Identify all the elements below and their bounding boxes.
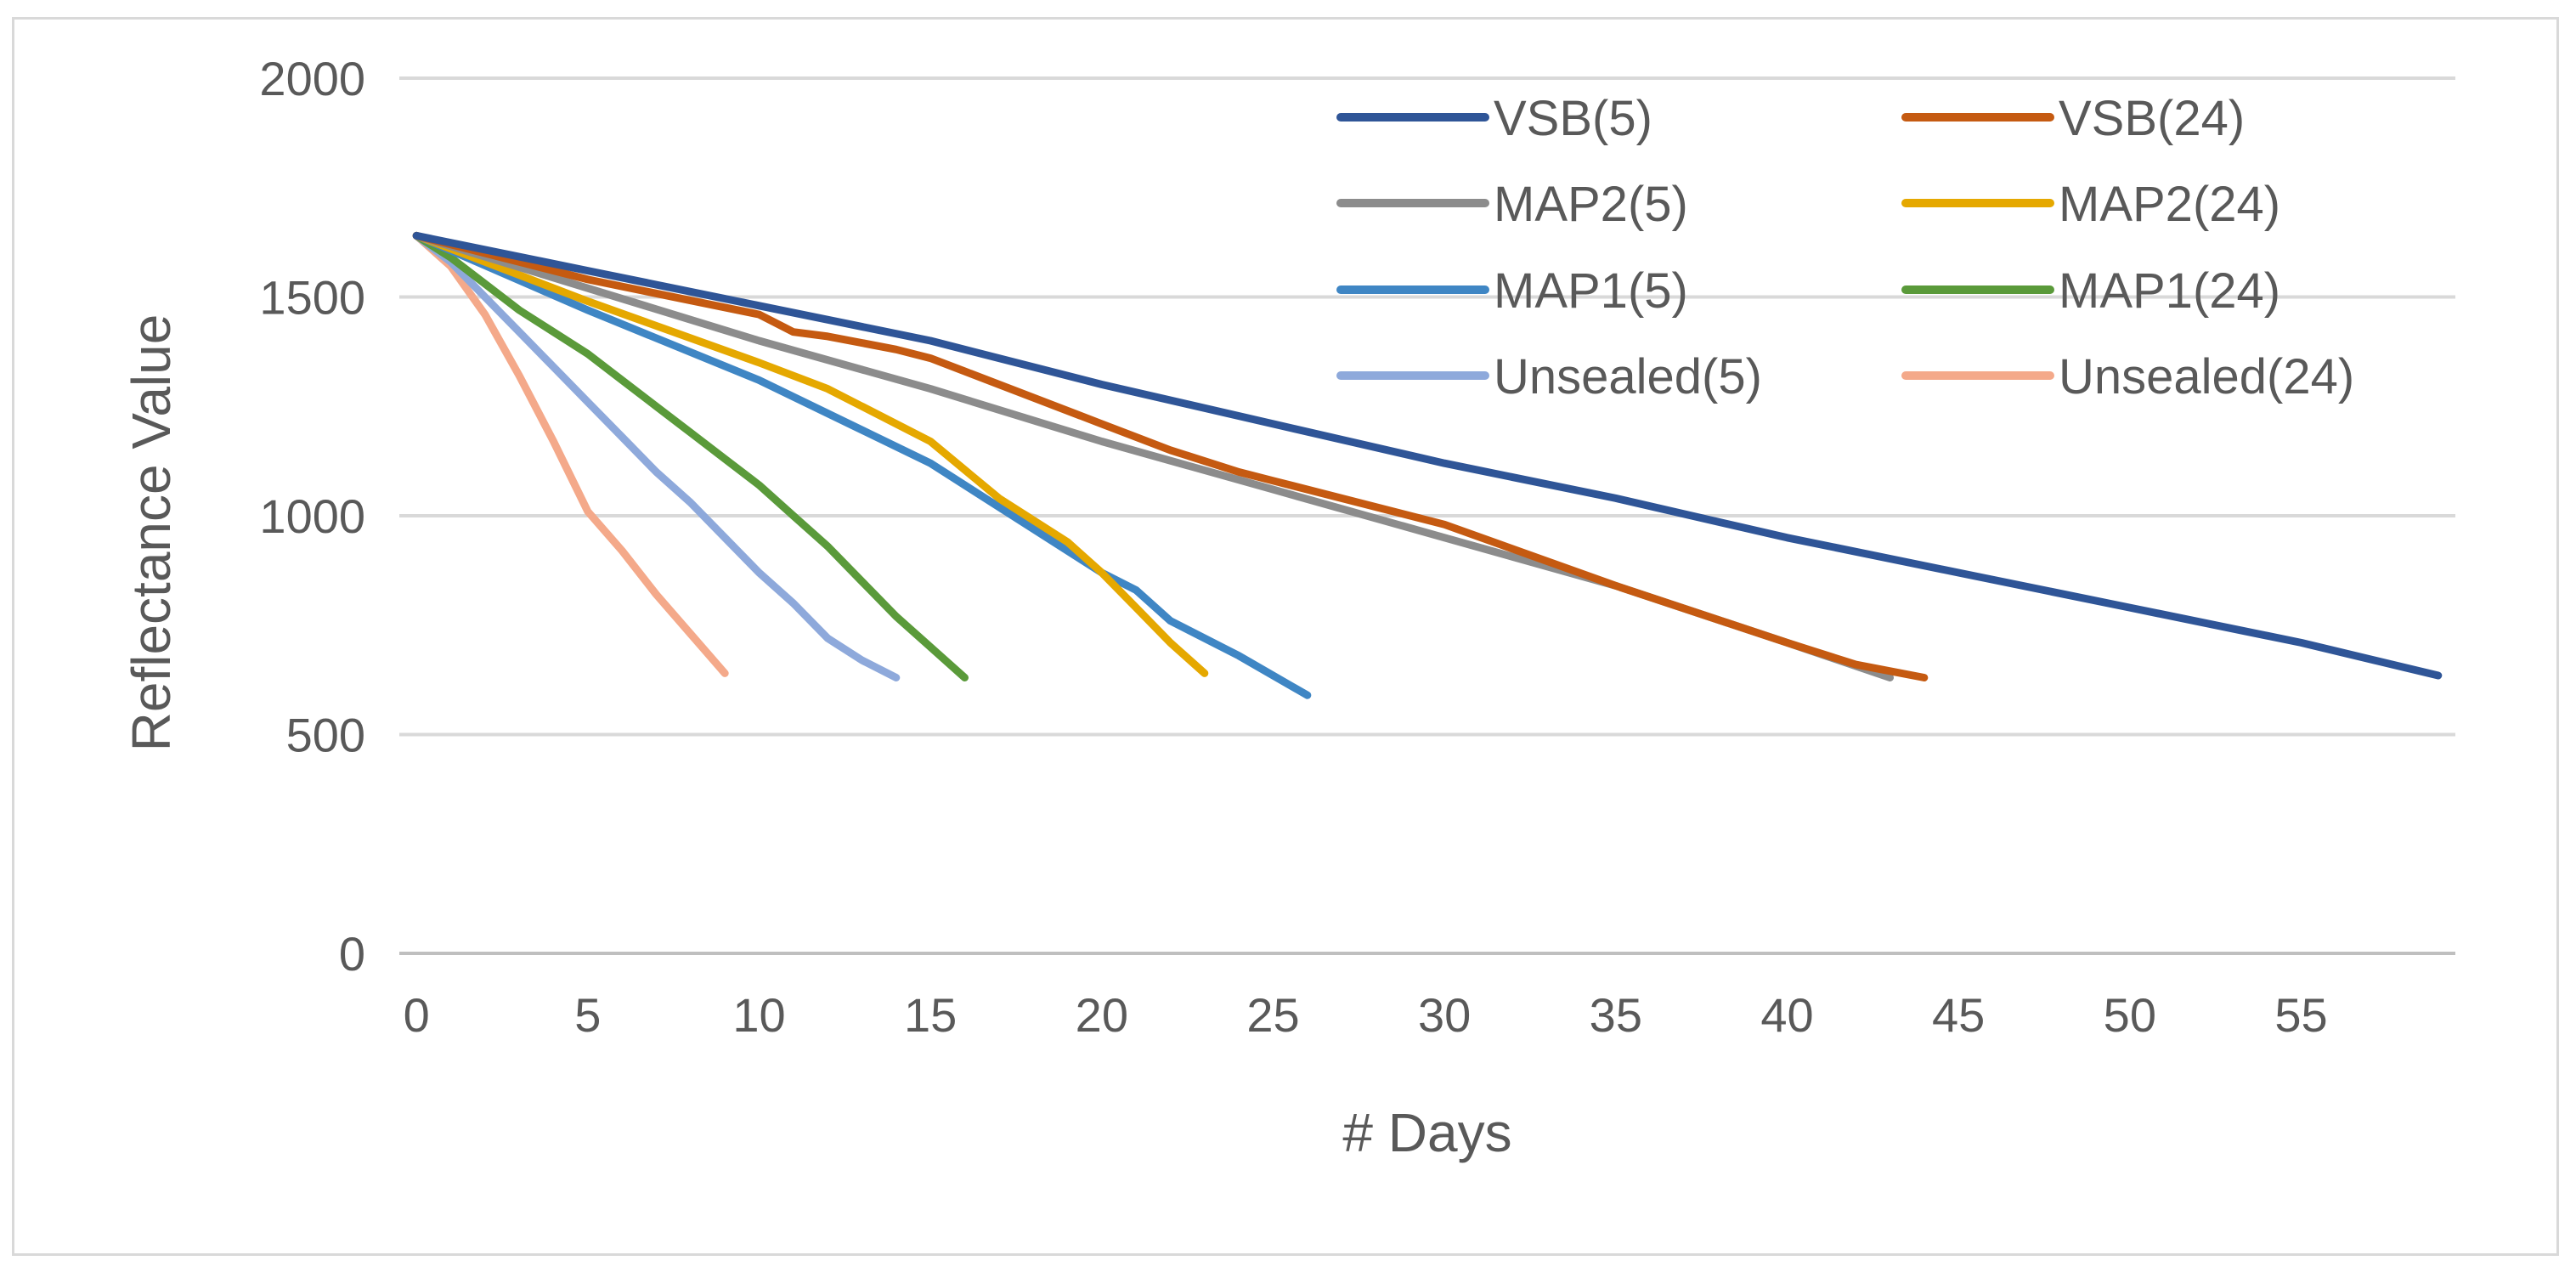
y-tick-label: 0: [339, 927, 365, 981]
x-tick-label: 40: [1760, 988, 1813, 1042]
y-tick-label: 500: [286, 709, 365, 762]
x-axis-title: # Days: [1342, 1102, 1511, 1163]
legend-label: MAP1(5): [1494, 263, 1688, 319]
legend-entry: MAP1(5): [1336, 263, 1688, 319]
chart-frame: [12, 17, 2559, 1256]
legend-entry: VSB(24): [1901, 91, 2245, 146]
x-tick-label: 20: [1076, 988, 1128, 1042]
series-line-map1-24: [412, 231, 969, 681]
x-tick-label: 10: [732, 988, 785, 1042]
legend-label: MAP1(24): [2059, 263, 2280, 319]
x-tick-label: 55: [2274, 988, 2327, 1042]
y-tick-label: 1500: [259, 271, 365, 325]
legend-label: MAP2(24): [2059, 177, 2280, 232]
x-tick-label: 0: [404, 988, 430, 1042]
legend-label: Unsealed(24): [2059, 349, 2354, 404]
legend-entry: MAP2(5): [1336, 177, 1688, 232]
x-tick-label: 25: [1246, 988, 1299, 1042]
legend-label: VSB(24): [2059, 91, 2245, 146]
legend-entry: MAP1(24): [1901, 263, 2280, 319]
x-tick-label: 35: [1590, 988, 1642, 1042]
legend-label: Unsealed(5): [1494, 349, 1762, 404]
gridlines: [399, 76, 2455, 737]
legend-entry: Unsealed(24): [1901, 349, 2354, 404]
series-line-vsb-5: [412, 231, 2443, 680]
x-tick-label: 15: [904, 988, 957, 1042]
y-tick-label: 2000: [259, 52, 365, 105]
x-tick-label: 30: [1418, 988, 1471, 1042]
series-line-unsealed-5: [412, 231, 901, 681]
legend-label: MAP2(5): [1494, 177, 1688, 232]
x-tick-label: 50: [2104, 988, 2156, 1042]
series-line-unsealed-24: [412, 231, 729, 677]
legend-entry: MAP2(24): [1901, 177, 2280, 232]
series-line-map2-24: [412, 231, 1209, 677]
axes: 0 500 1000 1500 2000 0 5 10 15 20 25 30 35 40 45 50 55: [259, 52, 2455, 1042]
x-tick-label: 5: [574, 988, 601, 1042]
legend-label: VSB(5): [1494, 91, 1652, 146]
x-tick-label: 45: [1932, 988, 1985, 1042]
series-lines: [412, 231, 2443, 699]
legend: VSB(5) VSB(24) MAP2(5) MAP2(24) MAP1(5) MAP1(…: [1336, 91, 2354, 404]
legend-entry: VSB(5): [1336, 91, 1652, 146]
y-axis-title: Reflectance Value: [121, 314, 182, 752]
series-line-vsb-24: [412, 231, 1929, 681]
legend-entry: Unsealed(5): [1336, 349, 1762, 404]
y-tick-label: 1000: [259, 489, 365, 543]
